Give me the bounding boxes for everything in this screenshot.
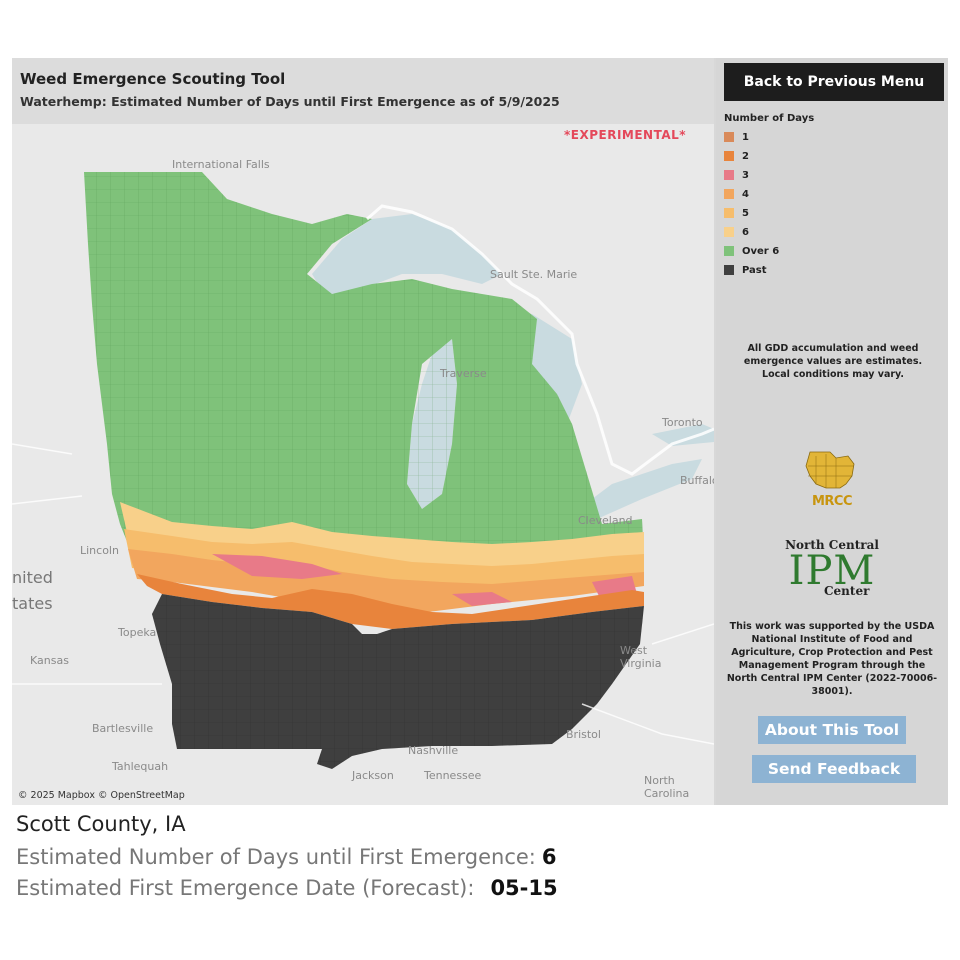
county-grid-overlay — [84, 172, 644, 599]
map-attribution[interactable]: © 2025 Mapbox © OpenStreetMap — [18, 790, 185, 801]
map-label-united-part1: nited — [12, 568, 53, 587]
ipm-logo-main: IPM — [788, 548, 876, 594]
emergence-date-row: Estimated First Emergence Date (Forecast… — [16, 876, 558, 900]
past-grid-overlay — [152, 594, 644, 769]
legend-item-5[interactable]: 5 — [724, 206, 749, 220]
legend-item-over-6[interactable]: Over 6 — [724, 244, 779, 258]
legend-label: Past — [742, 264, 767, 276]
legend-label: 4 — [742, 188, 749, 200]
legend-label: Over 6 — [742, 245, 780, 257]
region-transition-bands — [120, 502, 644, 629]
map-label-toronto: Toronto — [662, 416, 703, 429]
days-until-emergence-row: Estimated Number of Days until First Eme… — [16, 845, 557, 869]
map-label-lincoln: Lincoln — [80, 544, 119, 557]
legend-item-1[interactable]: 1 — [724, 130, 749, 144]
ipm-logo-top: North Central — [785, 538, 879, 552]
map-label-topeka: Topeka — [118, 626, 157, 639]
sidebar: Back to Previous Menu Number of Days 1 2… — [716, 58, 948, 805]
legend-swatch — [724, 189, 734, 199]
us-canada-border — [366, 204, 714, 476]
mrcc-logo-icon — [805, 451, 855, 489]
legend-swatch — [724, 265, 734, 275]
legend-item-6[interactable]: 6 — [724, 225, 749, 239]
about-this-tool-button[interactable]: About This Tool — [758, 716, 906, 744]
lake-erie — [572, 459, 702, 519]
map-label-jackson: Jackson — [352, 769, 394, 782]
legend-swatch — [724, 151, 734, 161]
map-label-tennessee: Tennessee — [424, 769, 482, 782]
send-feedback-button[interactable]: Send Feedback — [752, 755, 916, 783]
ipm-logo-bottom: Center — [824, 584, 870, 598]
disclaimer-text: All GDD accumulation and weed emergence … — [743, 343, 923, 380]
map-label-international-falls: International Falls — [172, 158, 270, 171]
legend-item-3[interactable]: 3 — [724, 168, 749, 182]
lake-ontario — [652, 424, 714, 446]
days-value: 6 — [541, 845, 557, 869]
map-label-bristol: Bristol — [566, 728, 601, 741]
app-title: Weed Emergence Scouting Tool — [20, 70, 286, 88]
legend-label: 1 — [742, 131, 749, 143]
map-label-cleveland: Cleveland — [578, 514, 633, 527]
legend-item-2[interactable]: 2 — [724, 149, 749, 163]
days-label: Estimated Number of Days until First Eme… — [16, 845, 536, 869]
legend-label: 2 — [742, 150, 749, 162]
date-label: Estimated First Emergence Date (Forecast… — [16, 876, 475, 900]
legend-swatch — [724, 246, 734, 256]
legend-label: 3 — [742, 169, 749, 181]
map-label-traverse: Traverse — [440, 367, 487, 380]
legend-swatch — [724, 132, 734, 142]
map-label-nashville: Nashville — [408, 744, 459, 757]
legend-swatch — [724, 227, 734, 237]
experimental-label: *EXPERIMENTAL* — [564, 128, 687, 142]
legend-swatch — [724, 208, 734, 218]
map-label-tahlequah: Tahlequah — [112, 760, 169, 773]
map-label-sault-ste-marie: Sault Ste. Marie — [490, 268, 578, 281]
emergence-map[interactable]: *EXPERIMENTAL* International Falls Sault… — [12, 124, 714, 805]
map-label-kansas: Kansas — [30, 654, 69, 667]
legend-item-past[interactable]: Past — [724, 263, 767, 277]
roads — [12, 443, 714, 745]
map-label-north-carolina: North Carolina — [644, 774, 690, 800]
funding-statement: This work was supported by the USDA Nati… — [726, 621, 938, 697]
mrcc-logo-text: MRCC — [811, 494, 853, 509]
legend-title: Number of Days — [724, 113, 815, 124]
map-label-west-virginia: West Virginia — [620, 644, 662, 670]
back-to-previous-menu-button[interactable]: Back to Previous Menu — [724, 63, 944, 101]
county-name: Scott County, IA — [16, 812, 186, 836]
map-label-states-part2: tates — [12, 594, 53, 613]
dashboard-header: Weed Emergence Scouting Tool Waterhemp: … — [12, 58, 714, 124]
legend-label: 6 — [742, 226, 749, 238]
legend-label: 5 — [742, 207, 749, 219]
lake-superior — [312, 214, 502, 299]
date-value: 05-15 — [490, 876, 558, 900]
band-2-days — [137, 574, 644, 629]
legend-swatch — [724, 170, 734, 180]
band-3-days — [212, 554, 637, 606]
map-label-buffalo: Buffalo — [680, 474, 714, 487]
legend-item-4[interactable]: 4 — [724, 187, 749, 201]
map-canvas[interactable] — [12, 124, 714, 805]
map-subtitle: Waterhemp: Estimated Number of Days unti… — [20, 94, 560, 109]
map-label-bartlesville: Bartlesville — [92, 722, 154, 735]
